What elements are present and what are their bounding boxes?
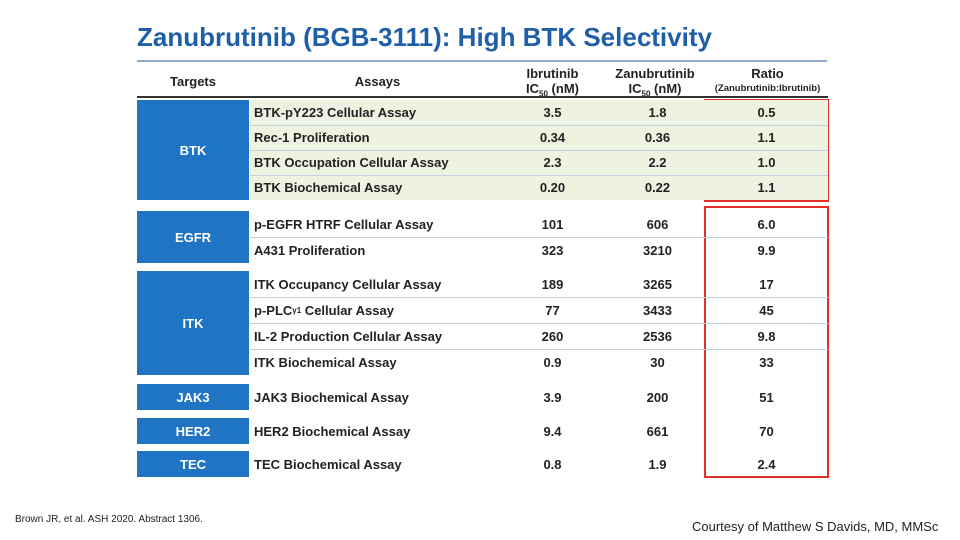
ratio: 1.1 — [757, 180, 776, 195]
assay: p-EGFR HTRF Cellular Assay — [254, 216, 434, 232]
zanubrutinib-ic50: 1.8 — [648, 105, 667, 120]
assay: ITK Occupancy Cellular Assay — [254, 276, 442, 292]
ibrutinib-ic50: 189 — [541, 276, 564, 292]
zanubrutinib-ic50: 3210 — [643, 242, 672, 258]
target-cell: BTK — [137, 100, 249, 200]
row-separator — [250, 297, 828, 298]
assay: p-PLC γ1 Cellular Assay — [254, 297, 504, 323]
row-separator — [250, 349, 828, 350]
ratio: 2.4 — [757, 456, 776, 472]
assay-sub: γ1 — [292, 305, 302, 315]
ratio: 70 — [759, 423, 774, 439]
header-sub: 50 — [641, 89, 651, 99]
header-text: Ibrutinib — [526, 66, 579, 81]
header-zanubrutinib: Zanubrutinib IC50 (nM) — [600, 66, 710, 102]
ibrutinib-ic50: 3.5 — [543, 105, 562, 120]
target-cell: ITK — [137, 271, 249, 375]
zanubrutinib-ic50: 0.36 — [644, 130, 671, 145]
ibrutinib-ic50: 77 — [545, 302, 560, 318]
zanubrutinib-ic50: 2.2 — [648, 155, 667, 170]
assay-text: p-PLC — [254, 302, 293, 318]
header-text: (nM) — [551, 81, 579, 96]
ibrutinib-ic50: 3.9 — [543, 389, 562, 405]
ratio: 51 — [759, 389, 774, 405]
assay: BTK Occupation Cellular Assay — [254, 155, 449, 170]
ratio: 0.5 — [757, 105, 776, 120]
title: Zanubrutinib (BGB-3111): High BTK Select… — [137, 22, 712, 52]
assay: TEC Biochemical Assay — [254, 456, 402, 472]
header-text: (nM) — [654, 81, 682, 96]
header-text: Zanubrutinib — [615, 66, 695, 81]
header-targets: Targets — [170, 74, 216, 89]
zanubrutinib-ic50: 200 — [646, 389, 669, 405]
assay: HER2 Biochemical Assay — [254, 423, 411, 439]
footnote: Brown JR, et al. ASH 2020. Abstract 1306… — [15, 514, 203, 525]
zanubrutinib-ic50: 1.9 — [648, 456, 667, 472]
assay: BTK Biochemical Assay — [254, 180, 403, 195]
ibrutinib-ic50: 0.8 — [543, 456, 562, 472]
ibrutinib-ic50: 101 — [541, 216, 564, 232]
header-ratio: Ratio (Zanubrutinib:Ibrutinib) — [705, 66, 830, 96]
header-sub: 50 — [539, 89, 548, 99]
zanubrutinib-ic50: 0.22 — [644, 180, 671, 195]
target-cell: HER2 — [137, 418, 249, 444]
ratio: 6.0 — [757, 216, 776, 232]
target-cell: EGFR — [137, 211, 249, 263]
assay: Rec-1 Proliferation — [254, 130, 370, 145]
ibrutinib-ic50: 0.20 — [539, 180, 566, 195]
header-text: (Zanubrutinib:Ibrutinib) — [714, 83, 821, 94]
title-rule — [137, 60, 827, 62]
row-separator — [250, 150, 828, 151]
ibrutinib-ic50: 0.34 — [539, 130, 566, 145]
target-cell: TEC — [137, 451, 249, 477]
zanubrutinib-ic50: 606 — [646, 216, 669, 232]
header-text: IC50 (nM) — [600, 81, 710, 102]
zanubrutinib-ic50: 30 — [650, 354, 665, 370]
row-separator — [250, 323, 828, 324]
header-rule — [137, 96, 828, 98]
ratio: 1.0 — [757, 155, 776, 170]
assay: IL-2 Production Cellular Assay — [254, 328, 443, 344]
zanubrutinib-ic50: 661 — [646, 423, 669, 439]
header-text: IC — [628, 81, 642, 96]
assay: ITK Biochemical Assay — [254, 354, 397, 370]
assay: JAK3 Biochemical Assay — [254, 389, 409, 405]
header-assays: Assays — [354, 74, 401, 89]
ratio: 9.8 — [757, 328, 776, 344]
zanubrutinib-ic50: 3433 — [643, 302, 672, 318]
target-cell: JAK3 — [137, 384, 249, 410]
row-separator — [250, 125, 828, 126]
ratio: 17 — [759, 276, 774, 292]
header-text: IC50 (nM) — [505, 81, 600, 102]
assay: BTK-pY223 Cellular Assay — [254, 105, 417, 120]
row-separator — [250, 237, 828, 238]
ratio: 9.9 — [757, 242, 776, 258]
ratio: 1.1 — [757, 130, 776, 145]
ratio: 45 — [759, 302, 774, 318]
zanubrutinib-ic50: 3265 — [643, 276, 672, 292]
header-text: Ratio — [751, 66, 784, 81]
header-ibrutinib: Ibrutinib IC50 (nM) — [505, 66, 600, 102]
zanubrutinib-ic50: 2536 — [643, 328, 672, 344]
header-text: IC — [526, 81, 540, 96]
ibrutinib-ic50: 260 — [541, 328, 564, 344]
assay: A431 Proliferation — [254, 242, 366, 258]
ratio: 33 — [759, 354, 774, 370]
credit: Courtesy of Matthew S Davids, MD, MMSc — [692, 519, 939, 534]
ibrutinib-ic50: 2.3 — [543, 155, 562, 170]
ibrutinib-ic50: 9.4 — [543, 423, 562, 439]
row-separator — [250, 175, 828, 176]
highlight-box — [704, 206, 829, 478]
ibrutinib-ic50: 323 — [541, 242, 564, 258]
assay-text: Cellular Assay — [301, 302, 394, 318]
ibrutinib-ic50: 0.9 — [543, 354, 562, 370]
